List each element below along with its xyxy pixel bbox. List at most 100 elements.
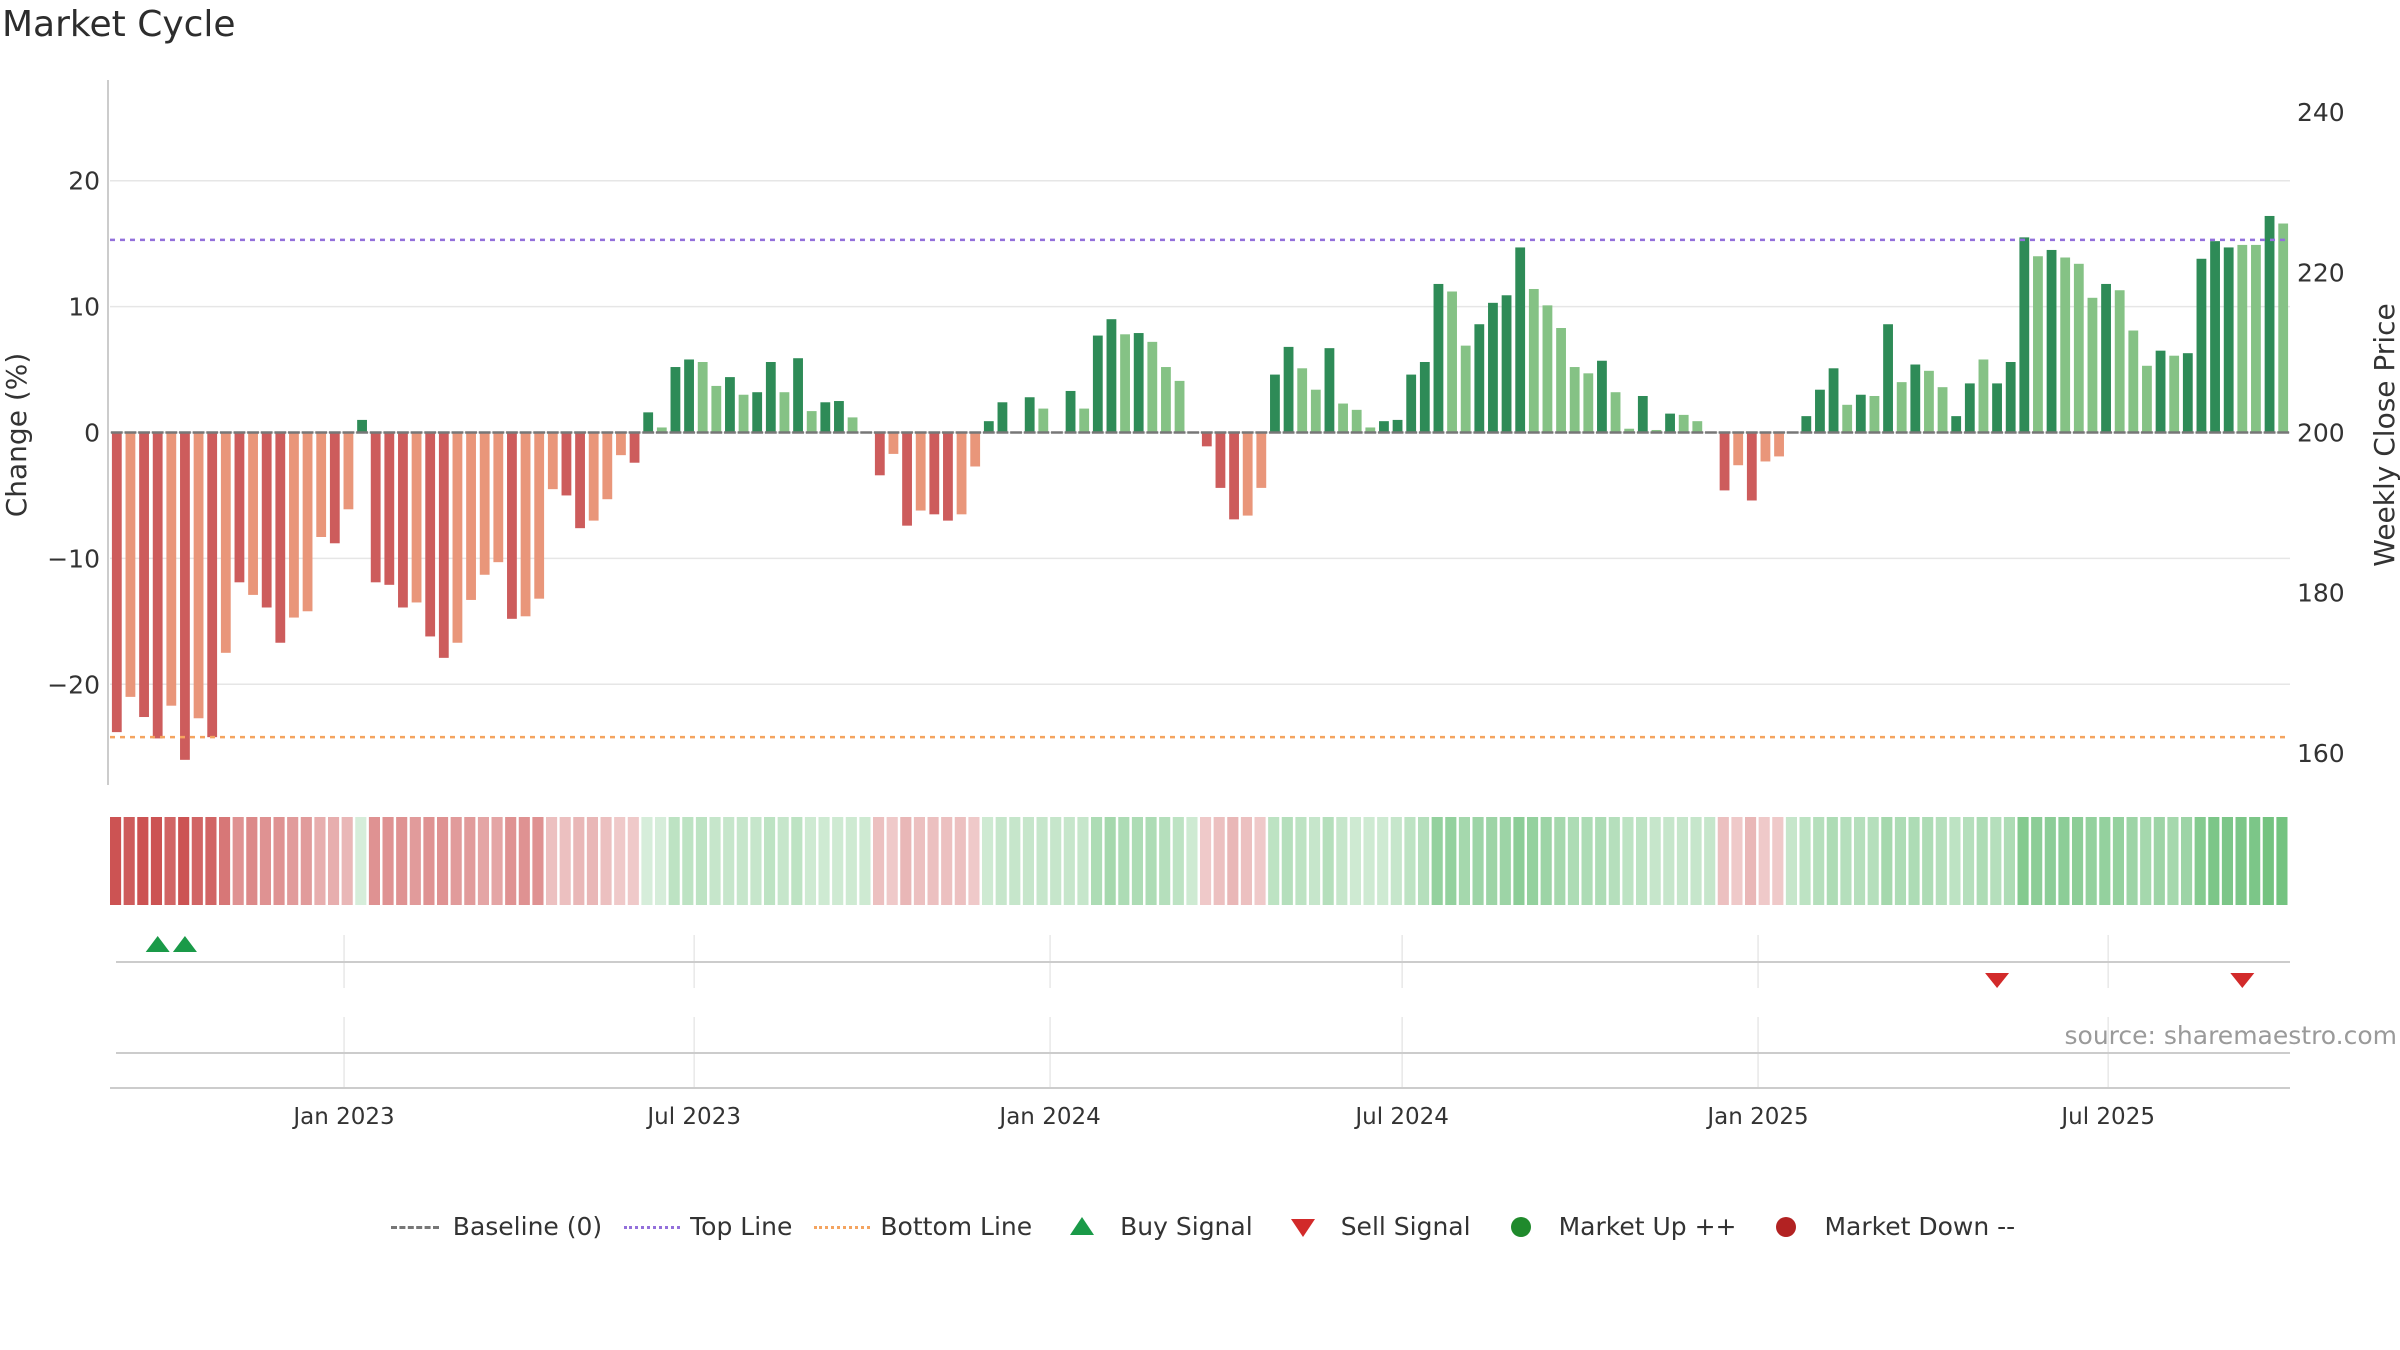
bar (1678, 414, 1689, 433)
bar (1556, 328, 1566, 433)
legend-label: Buy Signal (1120, 1212, 1253, 1241)
heat-cell (1867, 817, 1879, 905)
legend-label: Sell Signal (1340, 1212, 1471, 1241)
heat-cell (1540, 817, 1552, 905)
bar (1379, 421, 1389, 433)
bar (1828, 368, 1839, 433)
heat-cell (1567, 817, 1579, 905)
bar (806, 411, 817, 433)
heat-cell (1213, 817, 1225, 905)
bar (316, 432, 327, 537)
legend-item-sell: Sell Signal (1273, 1212, 1471, 1241)
bar (1855, 394, 1866, 433)
bar (2223, 247, 2234, 433)
heat-cell (2276, 817, 2288, 905)
heat-cell (1731, 817, 1743, 905)
bar (575, 432, 585, 529)
heat-cell (2099, 817, 2111, 905)
heat-cell (1063, 817, 1075, 905)
bar (1992, 383, 2002, 433)
sell-signal-marker (2230, 973, 2255, 988)
heat-cell (600, 817, 612, 905)
bar (943, 432, 953, 521)
heat-cell (1431, 817, 1443, 905)
bar (765, 362, 776, 433)
heat-cell (1486, 817, 1498, 905)
bar (1161, 367, 1171, 433)
heat-cell (1527, 817, 1539, 905)
heat-cell (1745, 817, 1757, 905)
bar (670, 367, 681, 433)
heat-cell (1050, 817, 1062, 905)
bar (1065, 390, 1076, 433)
heat-cell (913, 817, 925, 905)
grid-layer (110, 179, 2290, 686)
heat-cell (614, 817, 626, 905)
heat-cell (382, 817, 394, 905)
y-tick-label: −20 (47, 670, 100, 699)
bar (1542, 305, 1553, 433)
bar (1501, 295, 1512, 433)
heat-cell (1281, 817, 1293, 905)
bar (1637, 395, 1648, 433)
bar (234, 432, 245, 583)
heat-cell (1799, 817, 1811, 905)
buy-signal-marker (145, 936, 170, 952)
heat-cell (1963, 817, 1975, 905)
heat-cell (396, 817, 408, 905)
bar (1310, 389, 1321, 433)
bar (1201, 432, 1212, 447)
heat-cell (546, 817, 558, 905)
bar (1474, 324, 1485, 433)
bar (834, 401, 844, 433)
bar (1270, 374, 1280, 433)
bar (1079, 408, 1090, 433)
bar (1147, 341, 1158, 433)
heat-cell (2249, 817, 2261, 905)
bar (111, 432, 122, 733)
bar (915, 432, 926, 511)
heat-cell (1186, 817, 1198, 905)
heat-cell (2058, 817, 2070, 905)
heat-cell (1949, 817, 1961, 905)
bar (1174, 380, 1185, 433)
y2-axis-title: Weekly Close Price (2368, 303, 2400, 566)
heat-cell (178, 817, 190, 905)
bar (2182, 353, 2193, 433)
heat-strip-layer (110, 817, 2288, 905)
bar (2210, 241, 2220, 433)
bar (629, 432, 640, 463)
heat-cell (1009, 817, 1021, 905)
heat-cell (668, 817, 680, 905)
heat-cell (586, 817, 598, 905)
bar (1488, 302, 1498, 433)
bar (970, 432, 981, 467)
heat-cell (859, 817, 871, 905)
heat-cell (1663, 817, 1675, 905)
heat-cell (1131, 817, 1143, 905)
bar (1419, 362, 1430, 433)
y-tick-label: 10 (68, 293, 100, 322)
bar (547, 432, 558, 490)
heat-cell (1227, 817, 1239, 905)
bar (2237, 244, 2248, 433)
heat-cell (341, 817, 353, 905)
bar (220, 432, 231, 653)
bar (1842, 404, 1853, 433)
heat-cell (477, 817, 489, 905)
bar (1515, 247, 1526, 433)
bar (2278, 223, 2289, 433)
bar (1597, 360, 1607, 433)
bar (738, 394, 749, 433)
y2-tick-label: 220 (2297, 258, 2345, 287)
heat-cell (900, 817, 912, 905)
heat-cell (287, 817, 299, 905)
heat-cell (355, 817, 367, 905)
bar (1133, 333, 1144, 433)
heat-cell (982, 817, 994, 905)
bar (902, 432, 912, 526)
bar (152, 432, 163, 739)
heat-cell (2017, 817, 2029, 905)
bar (1896, 382, 1907, 433)
y2-tick-label: 240 (2297, 98, 2345, 127)
